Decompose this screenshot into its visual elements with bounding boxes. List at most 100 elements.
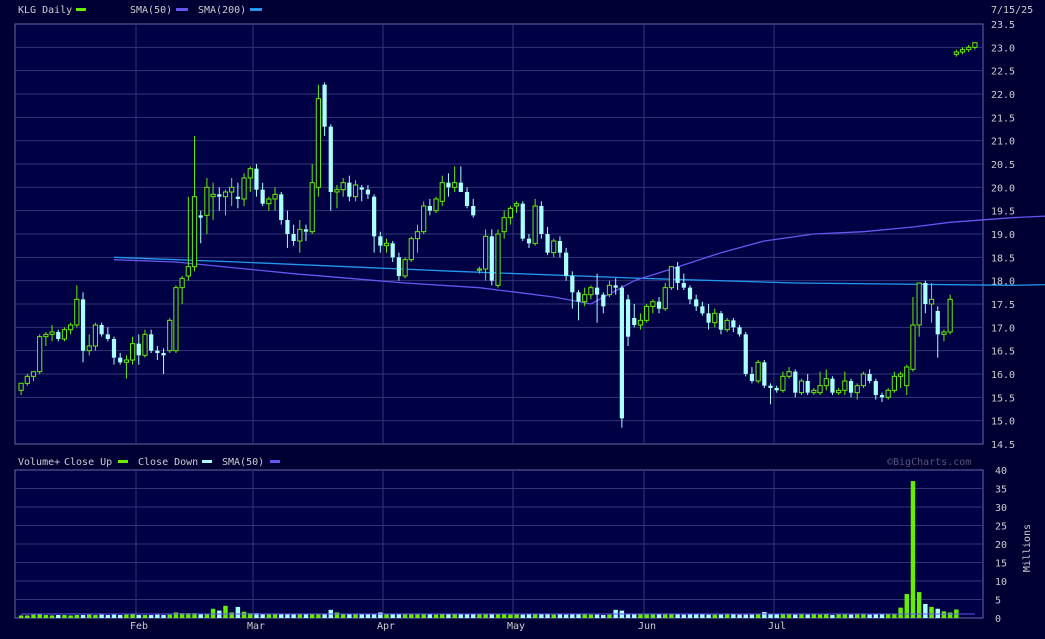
volume-bar [879, 614, 885, 618]
candle [755, 360, 761, 384]
candle-body [762, 362, 767, 386]
volume-bar [625, 613, 631, 618]
sma50-path [113, 215, 1045, 305]
volume-bar [136, 615, 142, 618]
candle [798, 378, 805, 395]
price-tick-label: 15.5 [991, 393, 1015, 404]
candle-body [340, 182, 346, 191]
candle-body [414, 231, 421, 240]
volume-bar [148, 615, 154, 618]
candle [507, 206, 513, 225]
candle [489, 229, 494, 286]
candle [947, 294, 953, 335]
candle [315, 84, 321, 197]
volume-bar [793, 614, 798, 618]
volume-bar [755, 613, 761, 618]
volume-bar [916, 592, 922, 618]
candle [464, 187, 470, 209]
price-tick-label: 17.0 [991, 323, 1015, 334]
candle-body [247, 168, 253, 179]
volume-bar [223, 605, 228, 618]
candle [793, 369, 798, 398]
volume-bar [817, 614, 823, 618]
candle-body [155, 350, 160, 353]
volume-bar [681, 614, 687, 618]
volume-bar [142, 615, 148, 618]
volume-bar [743, 614, 748, 618]
candle [762, 360, 767, 388]
candle [185, 196, 191, 281]
candle [433, 196, 439, 213]
candle [836, 388, 842, 395]
candle-body [254, 168, 259, 190]
volume-bar [105, 615, 111, 618]
candle-body [576, 292, 581, 302]
volume-month-grid [135, 470, 775, 618]
candle-body [526, 238, 532, 244]
candle [910, 297, 916, 372]
candle [61, 327, 68, 342]
candle [99, 322, 104, 337]
candle-body [161, 353, 166, 356]
volume-bar [93, 615, 98, 618]
volume-bar [353, 614, 358, 618]
candlesticks [18, 42, 978, 428]
candle [904, 364, 910, 395]
candle [656, 297, 662, 314]
candle-body [241, 177, 247, 200]
volume-bar [724, 614, 730, 618]
volume-bar [43, 615, 49, 618]
candle-body [712, 312, 718, 324]
volume-bar [898, 607, 903, 618]
volume-bar [489, 614, 495, 618]
candle [576, 290, 581, 321]
volume-bar [198, 613, 203, 618]
candle-body [675, 266, 680, 283]
candle [74, 285, 80, 328]
candle [718, 311, 724, 335]
volume-bar [632, 613, 637, 618]
candle [749, 367, 755, 384]
candle [495, 229, 501, 288]
candle-body [210, 193, 216, 198]
volume-bar [371, 613, 377, 618]
candle [966, 45, 972, 52]
volume-bar [210, 608, 216, 618]
volume-bar [539, 614, 544, 618]
volume-bar [483, 614, 488, 618]
volume-tick-label: 30 [995, 503, 1007, 514]
candle-body [334, 189, 340, 193]
volume-grid [15, 488, 983, 600]
candle [378, 231, 383, 253]
volume-label: Volume+ [18, 457, 60, 468]
candle-body [191, 196, 198, 268]
candle-body [724, 319, 730, 331]
candle-body [30, 371, 37, 377]
candle-body [959, 49, 966, 53]
candle-body [74, 298, 80, 326]
candle [446, 173, 451, 197]
candle-body [86, 345, 92, 352]
volume-tick-label: 35 [995, 485, 1007, 496]
price-tick-label: 21.5 [991, 113, 1015, 124]
candle-body [637, 319, 644, 326]
candle [662, 283, 668, 311]
volume-bar [111, 614, 117, 618]
price-panel: 14.5 15.0 15.5 16.0 16.5 17.0 17.5 18.0 18.5 19.0… [14, 5, 1045, 451]
candle [731, 318, 736, 332]
volume-bar [37, 614, 42, 618]
price-month-grid [135, 24, 775, 444]
volume-bar [532, 614, 538, 618]
volume-bar [248, 613, 253, 618]
volume-bar [774, 614, 779, 618]
candle-body [285, 220, 290, 234]
candle [897, 371, 904, 388]
candle-body [204, 186, 210, 216]
candle-body [359, 187, 364, 190]
candle-body [947, 298, 953, 333]
price-tick-label: 23.5 [991, 20, 1015, 31]
candle-body [43, 333, 49, 338]
volume-bar [272, 613, 278, 618]
candle [266, 196, 272, 211]
candle-body [291, 234, 296, 241]
